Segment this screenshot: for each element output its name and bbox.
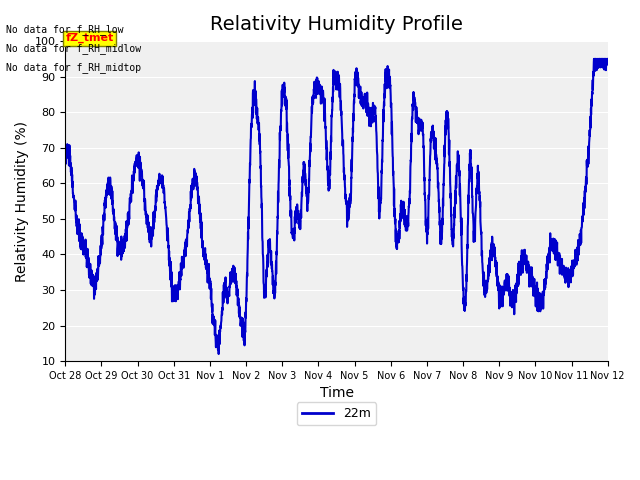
- Text: No data for f_RH_midlow: No data for f_RH_midlow: [6, 43, 141, 54]
- Text: No data for f_RH_low: No data for f_RH_low: [6, 24, 124, 35]
- Y-axis label: Relativity Humidity (%): Relativity Humidity (%): [15, 120, 29, 282]
- X-axis label: Time: Time: [319, 386, 353, 400]
- Title: Relativity Humidity Profile: Relativity Humidity Profile: [210, 15, 463, 34]
- Text: fZ_tmet: fZ_tmet: [65, 33, 113, 43]
- Text: No data for f_RH_midtop: No data for f_RH_midtop: [6, 62, 141, 73]
- Legend: 22m: 22m: [297, 402, 376, 425]
